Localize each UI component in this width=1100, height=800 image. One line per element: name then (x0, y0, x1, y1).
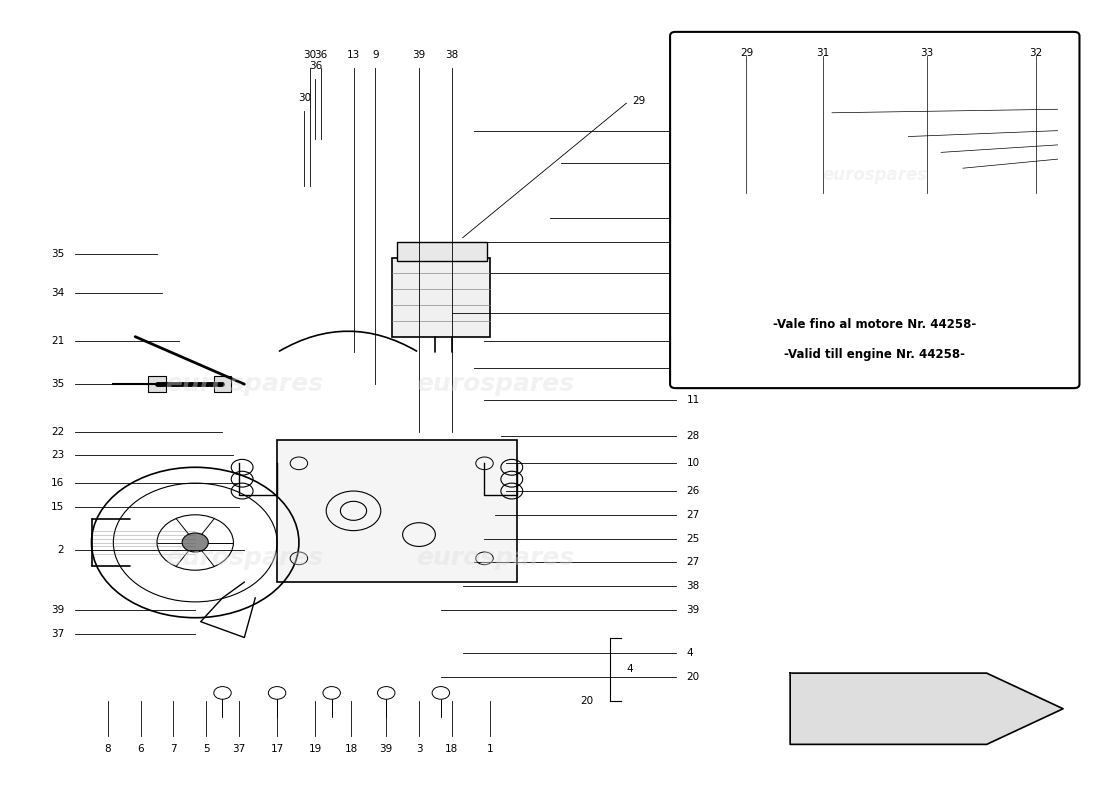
Text: 12: 12 (686, 308, 700, 318)
Text: 16: 16 (51, 478, 64, 488)
Text: 37: 37 (232, 744, 245, 754)
Text: 28: 28 (686, 268, 700, 278)
Text: 38: 38 (686, 581, 700, 591)
FancyBboxPatch shape (392, 258, 490, 337)
Text: 7: 7 (170, 744, 177, 754)
Text: 15: 15 (51, 502, 64, 512)
Text: 30: 30 (304, 50, 317, 59)
Circle shape (183, 533, 208, 552)
Text: 39: 39 (51, 605, 64, 614)
FancyBboxPatch shape (148, 376, 166, 392)
Text: 24: 24 (686, 363, 700, 374)
Text: 14: 14 (686, 336, 700, 346)
Text: 33: 33 (920, 48, 933, 58)
Text: 29: 29 (686, 237, 700, 246)
Text: 31: 31 (816, 48, 829, 58)
FancyBboxPatch shape (277, 439, 517, 582)
Text: 36: 36 (309, 62, 322, 71)
Text: 20: 20 (581, 696, 594, 706)
Text: 32: 32 (1030, 48, 1043, 58)
Text: 29: 29 (740, 48, 754, 58)
Text: 1: 1 (486, 744, 493, 754)
Text: eurospares: eurospares (822, 166, 927, 184)
Text: 2: 2 (57, 546, 64, 555)
Text: 39: 39 (379, 744, 393, 754)
Text: 18: 18 (344, 744, 358, 754)
Text: eurospares: eurospares (417, 372, 574, 396)
Text: 28: 28 (686, 430, 700, 441)
Text: 27: 27 (686, 510, 700, 520)
Text: -Valid till engine Nr. 44258-: -Valid till engine Nr. 44258- (784, 347, 966, 361)
Text: 39: 39 (412, 50, 426, 59)
Text: 22: 22 (51, 426, 64, 437)
Text: 39: 39 (686, 605, 700, 614)
Text: 20: 20 (686, 672, 700, 682)
Text: 34: 34 (51, 288, 64, 298)
Text: 23: 23 (51, 450, 64, 461)
Text: eurospares: eurospares (165, 372, 323, 396)
Text: 37: 37 (51, 629, 64, 638)
Text: 17: 17 (271, 744, 284, 754)
Text: -Vale fino al motore Nr. 44258-: -Vale fino al motore Nr. 44258- (773, 318, 977, 331)
Text: 10: 10 (686, 458, 700, 468)
Text: 6: 6 (138, 744, 144, 754)
Text: 30: 30 (298, 93, 311, 103)
Text: 9: 9 (372, 50, 378, 59)
FancyBboxPatch shape (397, 242, 486, 262)
Text: 4: 4 (626, 664, 632, 674)
Text: 36: 36 (315, 50, 328, 59)
Text: 8: 8 (104, 744, 111, 754)
Text: eurospares: eurospares (417, 546, 574, 570)
Text: 32: 32 (686, 158, 700, 167)
FancyBboxPatch shape (670, 32, 1079, 388)
Text: 5: 5 (202, 744, 209, 754)
Text: 27: 27 (686, 558, 700, 567)
FancyBboxPatch shape (789, 113, 898, 130)
Text: eurospares: eurospares (165, 546, 323, 570)
Text: 29: 29 (631, 96, 645, 106)
Text: 19: 19 (309, 744, 322, 754)
Text: 31: 31 (686, 126, 700, 136)
Text: 4: 4 (686, 648, 693, 658)
Polygon shape (790, 673, 1063, 744)
Text: 33: 33 (686, 213, 700, 223)
FancyBboxPatch shape (213, 376, 231, 392)
Text: 3: 3 (416, 744, 422, 754)
FancyBboxPatch shape (783, 129, 903, 220)
Text: 35: 35 (51, 249, 64, 258)
Text: 26: 26 (686, 486, 700, 496)
Text: 35: 35 (51, 379, 64, 389)
Text: 18: 18 (446, 744, 459, 754)
Text: 38: 38 (446, 50, 459, 59)
Text: 21: 21 (51, 336, 64, 346)
Text: 25: 25 (686, 534, 700, 543)
Text: 13: 13 (346, 50, 360, 59)
Text: 11: 11 (686, 395, 700, 405)
